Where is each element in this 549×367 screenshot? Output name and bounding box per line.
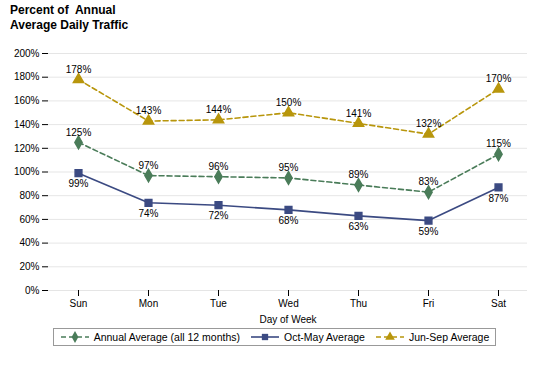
svg-text:59%: 59% <box>418 226 438 237</box>
svg-text:170%: 170% <box>486 73 512 84</box>
html-text:Annual Average (all 12 months): Annual Average (all 12 months) <box>93 331 240 343</box>
svg-text:Day of Week: Day of Week <box>259 314 317 325</box>
svg-text:Sat: Sat <box>491 298 506 309</box>
svg-text:Sun: Sun <box>70 298 88 309</box>
svg-text:115%: 115% <box>486 138 511 149</box>
html-text:Average Daily Traffic: Average Daily Traffic <box>10 18 129 32</box>
svg-text:160%: 160% <box>14 95 40 106</box>
svg-text:144%: 144% <box>206 104 232 115</box>
svg-text:180%: 180% <box>14 71 40 82</box>
svg-text:60%: 60% <box>19 214 39 225</box>
svg-text:40%: 40% <box>19 237 39 248</box>
svg-text:20%: 20% <box>19 261 39 272</box>
svg-text:Tue: Tue <box>210 298 227 309</box>
svg-text:150%: 150% <box>276 97 302 108</box>
svg-text:89%: 89% <box>348 169 368 180</box>
svg-text:95%: 95% <box>278 162 298 173</box>
svg-text:178%: 178% <box>66 64 92 75</box>
html-text:Percent of Annual: Percent of Annual <box>10 3 116 17</box>
svg-text:125%: 125% <box>66 127 92 138</box>
svg-text:143%: 143% <box>136 105 162 116</box>
svg-text:87%: 87% <box>488 193 508 204</box>
html-text:Oct-May Average: Oct-May Average <box>284 331 365 343</box>
svg-text:Mon: Mon <box>139 298 158 309</box>
svg-text:96%: 96% <box>208 161 228 172</box>
svg-text:63%: 63% <box>348 221 368 232</box>
svg-text:99%: 99% <box>68 178 88 189</box>
svg-text:Fri: Fri <box>423 298 435 309</box>
svg-text:141%: 141% <box>346 108 372 119</box>
svg-text:80%: 80% <box>19 190 39 201</box>
svg-text:100%: 100% <box>14 166 40 177</box>
svg-text:Thu: Thu <box>350 298 367 309</box>
svg-text:200%: 200% <box>14 48 40 59</box>
svg-text:68%: 68% <box>278 215 298 226</box>
svg-text:0%: 0% <box>25 285 40 296</box>
svg-text:Wed: Wed <box>278 298 298 309</box>
svg-text:74%: 74% <box>138 208 158 219</box>
svg-text:140%: 140% <box>14 119 40 130</box>
html-text:Jun-Sep Average: Jun-Sep Average <box>408 331 490 343</box>
svg-text:72%: 72% <box>208 210 228 221</box>
svg-text:97%: 97% <box>138 160 158 171</box>
svg-text:83%: 83% <box>418 176 438 187</box>
svg-text:132%: 132% <box>416 118 442 129</box>
svg-text:120%: 120% <box>14 143 40 154</box>
